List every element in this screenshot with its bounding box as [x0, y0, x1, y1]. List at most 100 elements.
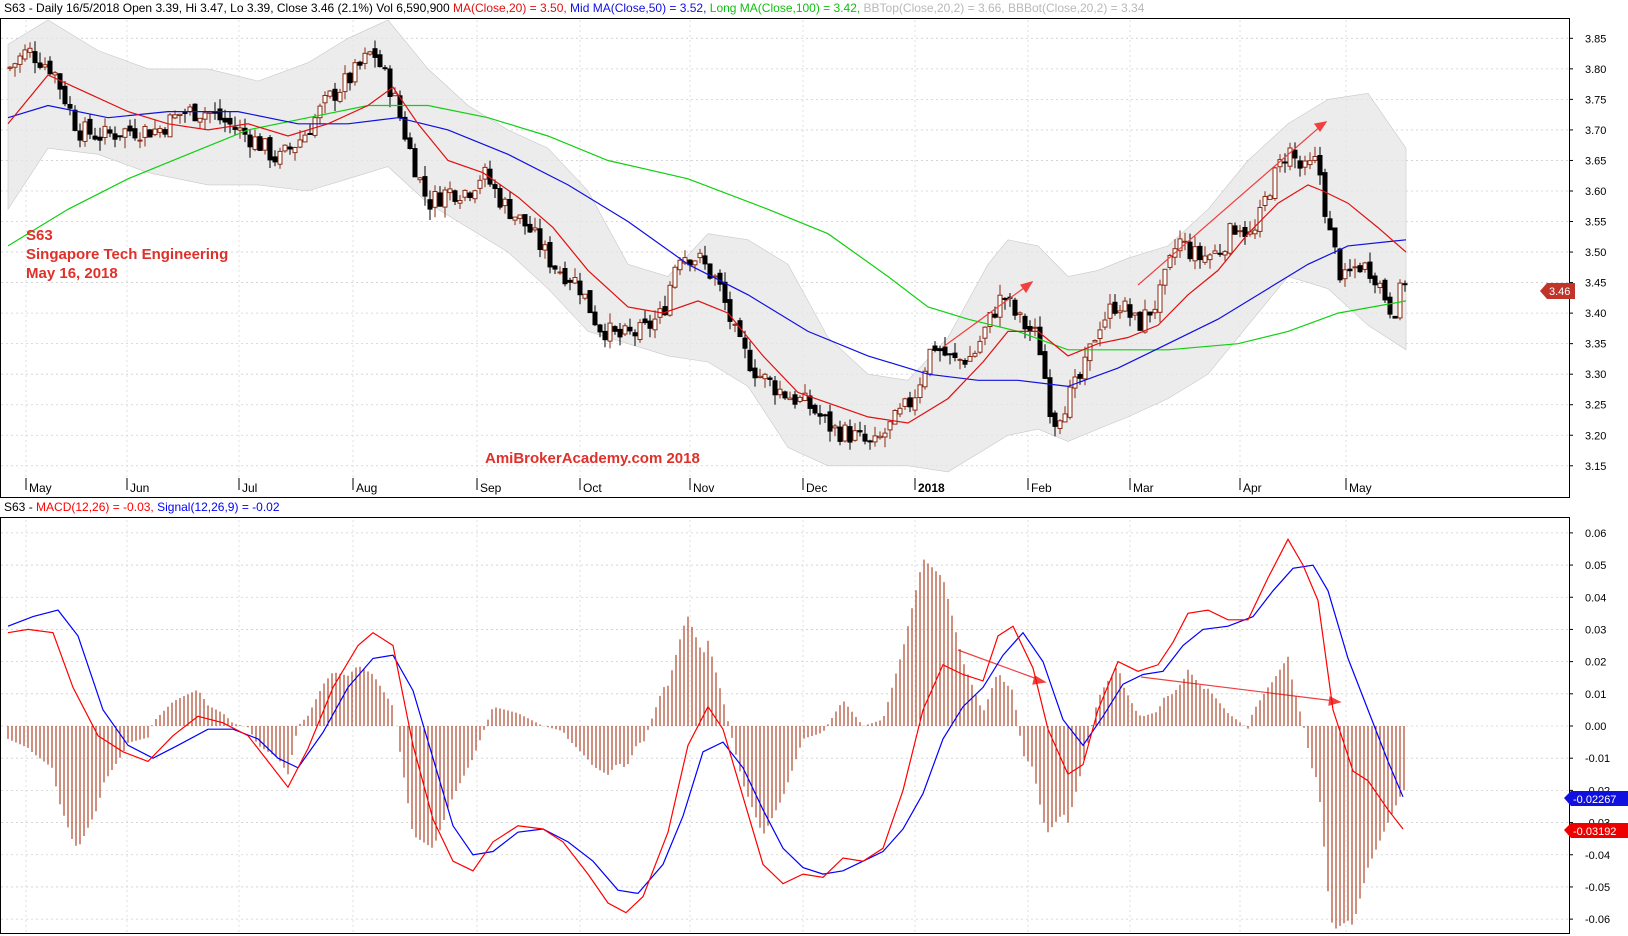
candle-body: [912, 397, 918, 411]
candle-body: [157, 128, 163, 133]
candle-body: [1272, 167, 1278, 199]
candle-body: [317, 105, 323, 119]
candle-body: [1362, 262, 1368, 270]
candle-body: [747, 349, 753, 372]
candle-body: [147, 129, 153, 138]
candle-body: [612, 326, 618, 332]
month-label: Mar: [1133, 481, 1154, 495]
candle-body: [882, 432, 888, 438]
candle-body: [842, 424, 848, 442]
candle-body: [1232, 225, 1238, 235]
candle-body: [1167, 255, 1173, 268]
candle-body: [287, 146, 293, 150]
candle-body: [1202, 255, 1208, 263]
macd-tick-label: -0.05: [1585, 882, 1610, 894]
candle-body: [1072, 376, 1078, 389]
candle-body: [1352, 266, 1358, 269]
candle-body: [937, 348, 943, 352]
price-tick-label: 3.85: [1585, 33, 1606, 45]
candle-body: [1132, 312, 1138, 316]
candle-body: [1377, 282, 1383, 288]
candle-body: [237, 127, 243, 131]
ma20-line: [7, 74, 1407, 424]
price-panel-frame: [0, 18, 1570, 498]
candle-body: [1337, 248, 1343, 281]
price-tick-label: 3.55: [1585, 217, 1606, 229]
month-label: Dec: [806, 481, 827, 495]
candle-body: [572, 277, 578, 284]
candle-body: [707, 263, 713, 279]
candle-body: [662, 306, 668, 316]
candle-body: [77, 130, 83, 141]
month-label: Aug: [356, 481, 377, 495]
candle-body: [927, 348, 933, 375]
candle-body: [797, 396, 803, 402]
candle-body: [1177, 238, 1183, 252]
candle-body: [1057, 420, 1063, 429]
candle-body: [1312, 156, 1318, 161]
candle-body: [1397, 282, 1403, 319]
candle-body: [1027, 326, 1033, 332]
candle-body: [877, 435, 883, 439]
overlay-name: Singapore Tech Engineering: [26, 246, 228, 263]
candle-body: [1392, 315, 1398, 319]
candle-body: [1342, 269, 1348, 280]
bbbot-legend: BBBot(Close,20,2) = 3.34: [1008, 1, 1145, 15]
price-tick-label: 3.80: [1585, 64, 1606, 76]
candle-body: [617, 328, 623, 338]
candle-body: [1137, 311, 1143, 331]
candle-body: [307, 133, 313, 135]
macd-tick-label: 0.02: [1585, 657, 1606, 669]
candle-body: [272, 156, 278, 163]
candle-body: [757, 375, 763, 378]
month-label: May: [1349, 481, 1372, 495]
candle-body: [412, 148, 418, 178]
candle-body: [427, 199, 433, 210]
candle-body: [1142, 309, 1148, 333]
candle-body: [962, 360, 968, 365]
candle-body: [217, 108, 223, 121]
last-price-badge: 3.46: [1540, 283, 1575, 299]
candle-body: [812, 404, 818, 414]
candle-body: [227, 117, 233, 125]
price-tick-label: 3.75: [1585, 94, 1606, 106]
candle-body: [12, 63, 18, 68]
candle-body: [1122, 300, 1128, 312]
bbtop-legend: BBTop(Close,20,2) = 3.66,: [864, 1, 1008, 15]
candle-body: [267, 137, 273, 161]
macd-tick-label: 0.00: [1585, 721, 1606, 733]
candle-body: [337, 91, 343, 102]
candle-body: [982, 326, 988, 339]
macd-histogram: [7, 559, 1405, 929]
candle-body: [92, 135, 98, 140]
candle-body: [857, 430, 863, 433]
candle-body: [1067, 386, 1073, 418]
candle-body: [432, 191, 438, 208]
candle-body: [377, 54, 383, 68]
candle-body: [1372, 275, 1378, 286]
price-tick-label: 3.15: [1585, 461, 1606, 473]
candle-body: [1077, 374, 1083, 379]
date-axis: May Jun Jul Aug Sep Oct Nov Dec 2018 Feb Mar Apr May: [25, 478, 1372, 495]
candle-body: [1297, 160, 1303, 169]
price-header-ticker: S63: [4, 1, 26, 15]
candle-body: [202, 112, 208, 120]
candle-body: [907, 397, 913, 408]
price-tick-label: 3.65: [1585, 155, 1606, 167]
candle-body: [772, 380, 778, 396]
candle-body: [87, 118, 93, 135]
month-label: Sep: [480, 481, 502, 495]
candle-body: [177, 113, 183, 117]
candle-body: [1092, 340, 1098, 343]
candle-body: [282, 144, 288, 152]
candle-body: [22, 49, 28, 60]
candle-body: [477, 179, 483, 189]
candle-body: [1012, 299, 1018, 316]
candle-body: [717, 272, 723, 285]
month-label: Oct: [583, 481, 602, 495]
candle-body: [367, 51, 373, 55]
candle-body: [1127, 304, 1133, 318]
candle-body: [127, 125, 133, 132]
candle-body: [372, 48, 378, 58]
candle-body: [1347, 268, 1353, 272]
